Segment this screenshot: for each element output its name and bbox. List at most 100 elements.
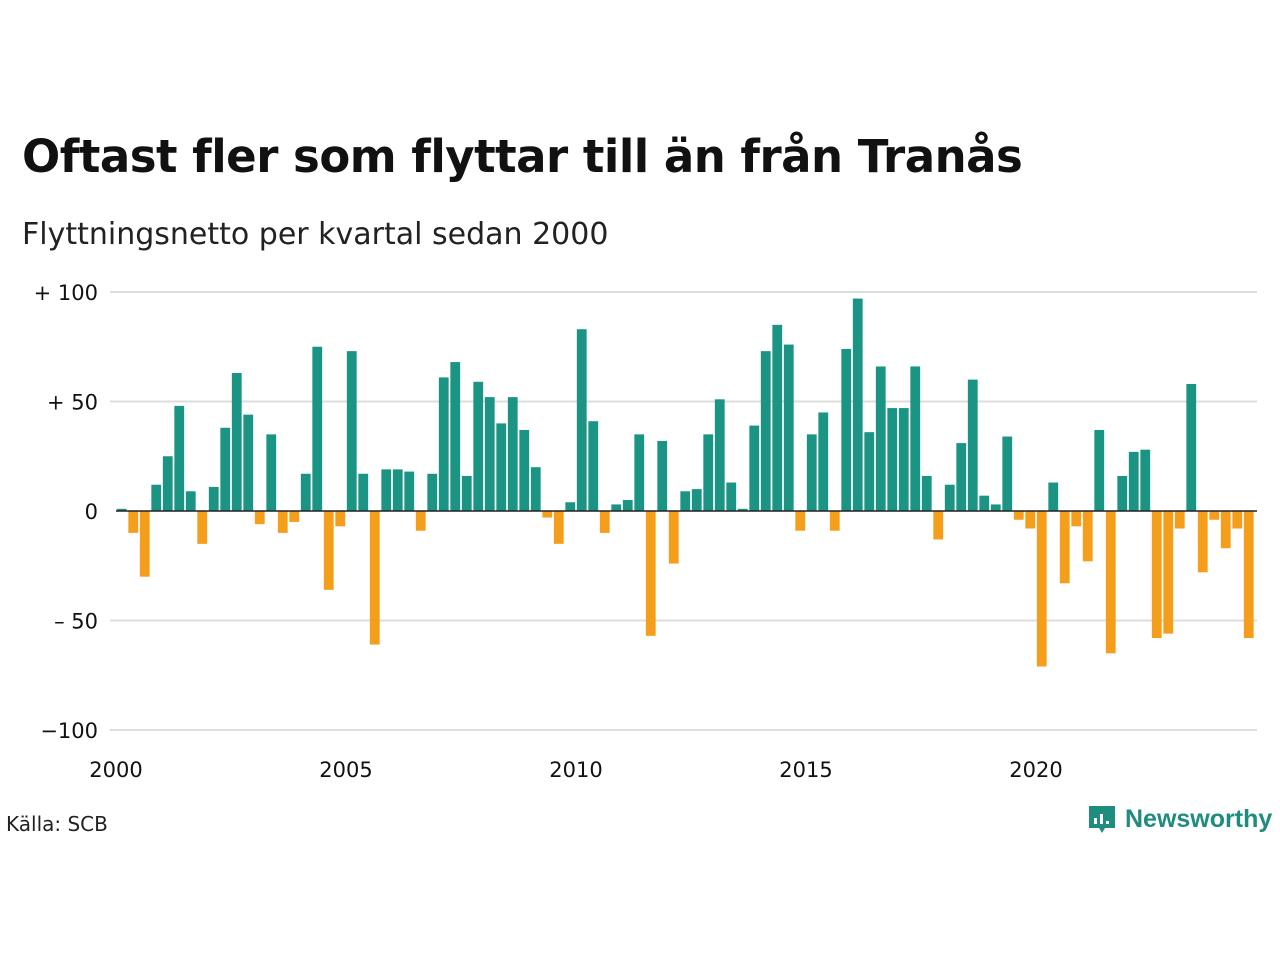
bar bbox=[116, 508, 127, 511]
x-tick-label: 2015 bbox=[779, 758, 832, 782]
bar bbox=[381, 469, 392, 511]
bar bbox=[887, 408, 898, 511]
bar bbox=[1151, 511, 1162, 639]
y-tick-label: + 100 bbox=[34, 281, 98, 305]
bar bbox=[818, 412, 829, 511]
bar bbox=[289, 511, 300, 522]
bar bbox=[772, 324, 783, 511]
bar bbox=[910, 366, 921, 511]
bar bbox=[358, 473, 369, 511]
bar bbox=[1094, 429, 1105, 511]
bar bbox=[461, 475, 472, 511]
bars bbox=[116, 298, 1254, 667]
newsworthy-logo-icon bbox=[1089, 806, 1115, 833]
bar bbox=[749, 425, 760, 511]
bar bbox=[979, 495, 990, 511]
bar bbox=[243, 414, 254, 511]
bar bbox=[680, 491, 691, 511]
bar bbox=[208, 486, 219, 511]
bar bbox=[726, 482, 737, 511]
bar bbox=[806, 434, 817, 511]
y-tick-label: – 50 bbox=[54, 610, 98, 634]
bar bbox=[323, 511, 334, 590]
bar bbox=[139, 511, 150, 577]
bar bbox=[864, 432, 875, 511]
bar bbox=[565, 502, 576, 511]
chart-title: Oftast fler som flyttar till än från Tra… bbox=[22, 130, 1023, 183]
bar bbox=[1082, 511, 1093, 562]
bar bbox=[427, 473, 438, 511]
bar bbox=[1186, 383, 1197, 511]
bar bbox=[300, 473, 311, 511]
bar bbox=[266, 434, 277, 511]
bar bbox=[841, 348, 852, 511]
bar bbox=[1232, 511, 1243, 529]
bar bbox=[231, 373, 242, 511]
bar bbox=[174, 405, 185, 511]
chart-subtitle: Flyttningsnetto per kvartal sedan 2000 bbox=[22, 217, 609, 252]
bar bbox=[1059, 511, 1070, 584]
brand-name: Newsworthy bbox=[1125, 804, 1273, 833]
bar bbox=[668, 511, 679, 564]
bar bbox=[404, 471, 415, 511]
bar bbox=[933, 511, 944, 540]
bar bbox=[1174, 511, 1185, 529]
bar bbox=[507, 397, 518, 511]
x-tick-label: 2005 bbox=[319, 758, 372, 782]
bar bbox=[519, 429, 530, 511]
source-note: Källa: SCB bbox=[6, 812, 108, 836]
bar-chart: + 100 + 50 0 – 50 −100 2000 2005 2010 2015 2020 bbox=[34, 281, 1257, 782]
bar bbox=[967, 379, 978, 511]
x-tick-label: 2010 bbox=[549, 758, 602, 782]
bar bbox=[392, 469, 403, 511]
bar bbox=[220, 427, 231, 511]
bar bbox=[1036, 511, 1047, 667]
bar bbox=[197, 511, 208, 544]
bar bbox=[898, 408, 909, 511]
bar bbox=[346, 351, 357, 511]
bar bbox=[645, 511, 656, 636]
bar bbox=[1013, 511, 1024, 520]
bar bbox=[714, 399, 725, 511]
bar bbox=[542, 511, 553, 518]
bar bbox=[151, 484, 162, 511]
bar bbox=[1209, 511, 1220, 520]
bar bbox=[588, 421, 599, 511]
bar bbox=[990, 504, 1001, 511]
gridlines bbox=[110, 291, 1257, 731]
y-tick-label: + 50 bbox=[47, 391, 98, 415]
bar bbox=[1197, 511, 1208, 573]
bar bbox=[703, 434, 714, 511]
bar bbox=[128, 511, 139, 533]
bar bbox=[530, 467, 541, 511]
bar bbox=[634, 434, 645, 511]
bar bbox=[829, 511, 840, 531]
bar bbox=[450, 362, 461, 511]
bar bbox=[956, 443, 967, 511]
bar bbox=[1243, 511, 1254, 639]
bar bbox=[496, 423, 507, 511]
bar bbox=[438, 377, 449, 511]
bar bbox=[162, 456, 173, 511]
x-tick-label: 2020 bbox=[1009, 758, 1062, 782]
newsworthy-logo[interactable]: Newsworthy bbox=[1087, 804, 1272, 834]
bar bbox=[875, 366, 886, 511]
bar bbox=[1128, 451, 1139, 511]
bar bbox=[553, 511, 564, 544]
bar bbox=[576, 329, 587, 511]
bar bbox=[1140, 449, 1151, 511]
bar bbox=[1117, 475, 1128, 511]
bar bbox=[369, 511, 380, 645]
bar bbox=[415, 511, 426, 531]
bar bbox=[1071, 511, 1082, 527]
bar bbox=[760, 351, 771, 511]
bar bbox=[921, 475, 932, 511]
bar bbox=[1105, 511, 1116, 654]
axes: + 100 + 50 0 – 50 −100 2000 2005 2010 2015 2020 bbox=[34, 281, 1257, 782]
bar bbox=[1002, 436, 1013, 511]
bar bbox=[691, 489, 702, 511]
bar bbox=[1025, 511, 1036, 529]
bar bbox=[795, 511, 806, 531]
bar bbox=[254, 511, 265, 525]
bar bbox=[1163, 511, 1174, 634]
